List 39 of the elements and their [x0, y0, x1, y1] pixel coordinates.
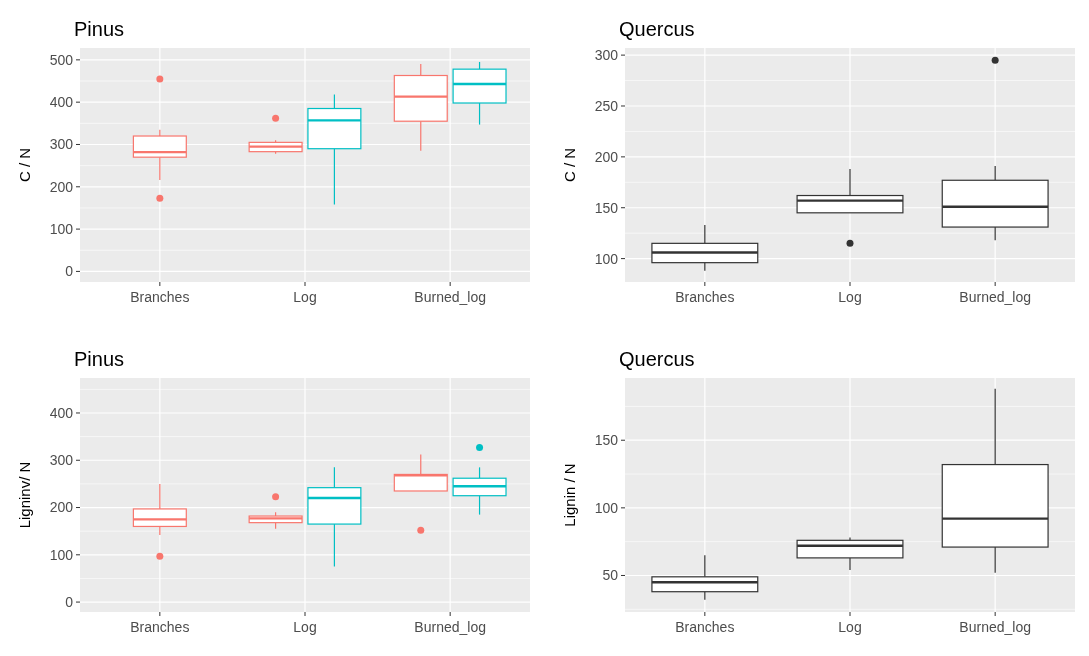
y-tick-label: 0	[65, 593, 74, 610]
y-tick-label: 250	[594, 97, 619, 114]
y-tick-label: 500	[49, 51, 74, 68]
x-tick-label: Log	[838, 619, 862, 635]
x-tick-label: Branches	[130, 289, 190, 305]
y-tick-label: 150	[594, 432, 619, 449]
y-axis-title: C / N	[561, 147, 578, 183]
y-tick-label: 200	[49, 499, 74, 516]
x-tick-label: Burned_log	[414, 289, 486, 305]
y-tick-label: 100	[594, 250, 619, 267]
x-tick-label: Branches	[675, 619, 735, 635]
y-tick-label: 300	[49, 136, 74, 153]
y-tick-label: 150	[594, 199, 619, 216]
x-tick-label: Burned_log	[959, 289, 1031, 305]
y-tick-label: 300	[594, 47, 619, 64]
x-tick-label: Burned_log	[959, 619, 1031, 635]
y-tick-label: 100	[49, 221, 74, 238]
chart-title: Pinus	[74, 18, 125, 40]
chart-title: Quercus	[619, 18, 695, 40]
x-tick-label: Log	[293, 619, 317, 635]
x-tick-label: Log	[838, 289, 862, 305]
y-tick-label: 50	[602, 567, 619, 584]
chart-title: Pinus	[74, 348, 125, 370]
y-tick-label: 200	[594, 148, 619, 165]
y-axis-title: Lignin / N	[561, 463, 578, 527]
y-tick-label: 400	[49, 404, 74, 421]
y-tick-label: 100	[49, 546, 74, 563]
chart-title: Quercus	[619, 348, 695, 370]
y-axis-title: Ligninv/ N	[16, 461, 33, 529]
y-axis-title: C / N	[16, 147, 33, 183]
x-tick-label: Branches	[130, 619, 190, 635]
y-tick-label: 0	[65, 263, 74, 280]
y-tick-label: 100	[594, 499, 619, 516]
y-tick-label: 300	[49, 452, 74, 469]
y-tick-label: 200	[49, 178, 74, 195]
y-tick-label: 400	[49, 94, 74, 111]
x-tick-label: Burned_log	[414, 619, 486, 635]
x-tick-label: Branches	[675, 289, 735, 305]
x-tick-label: Log	[293, 289, 317, 305]
